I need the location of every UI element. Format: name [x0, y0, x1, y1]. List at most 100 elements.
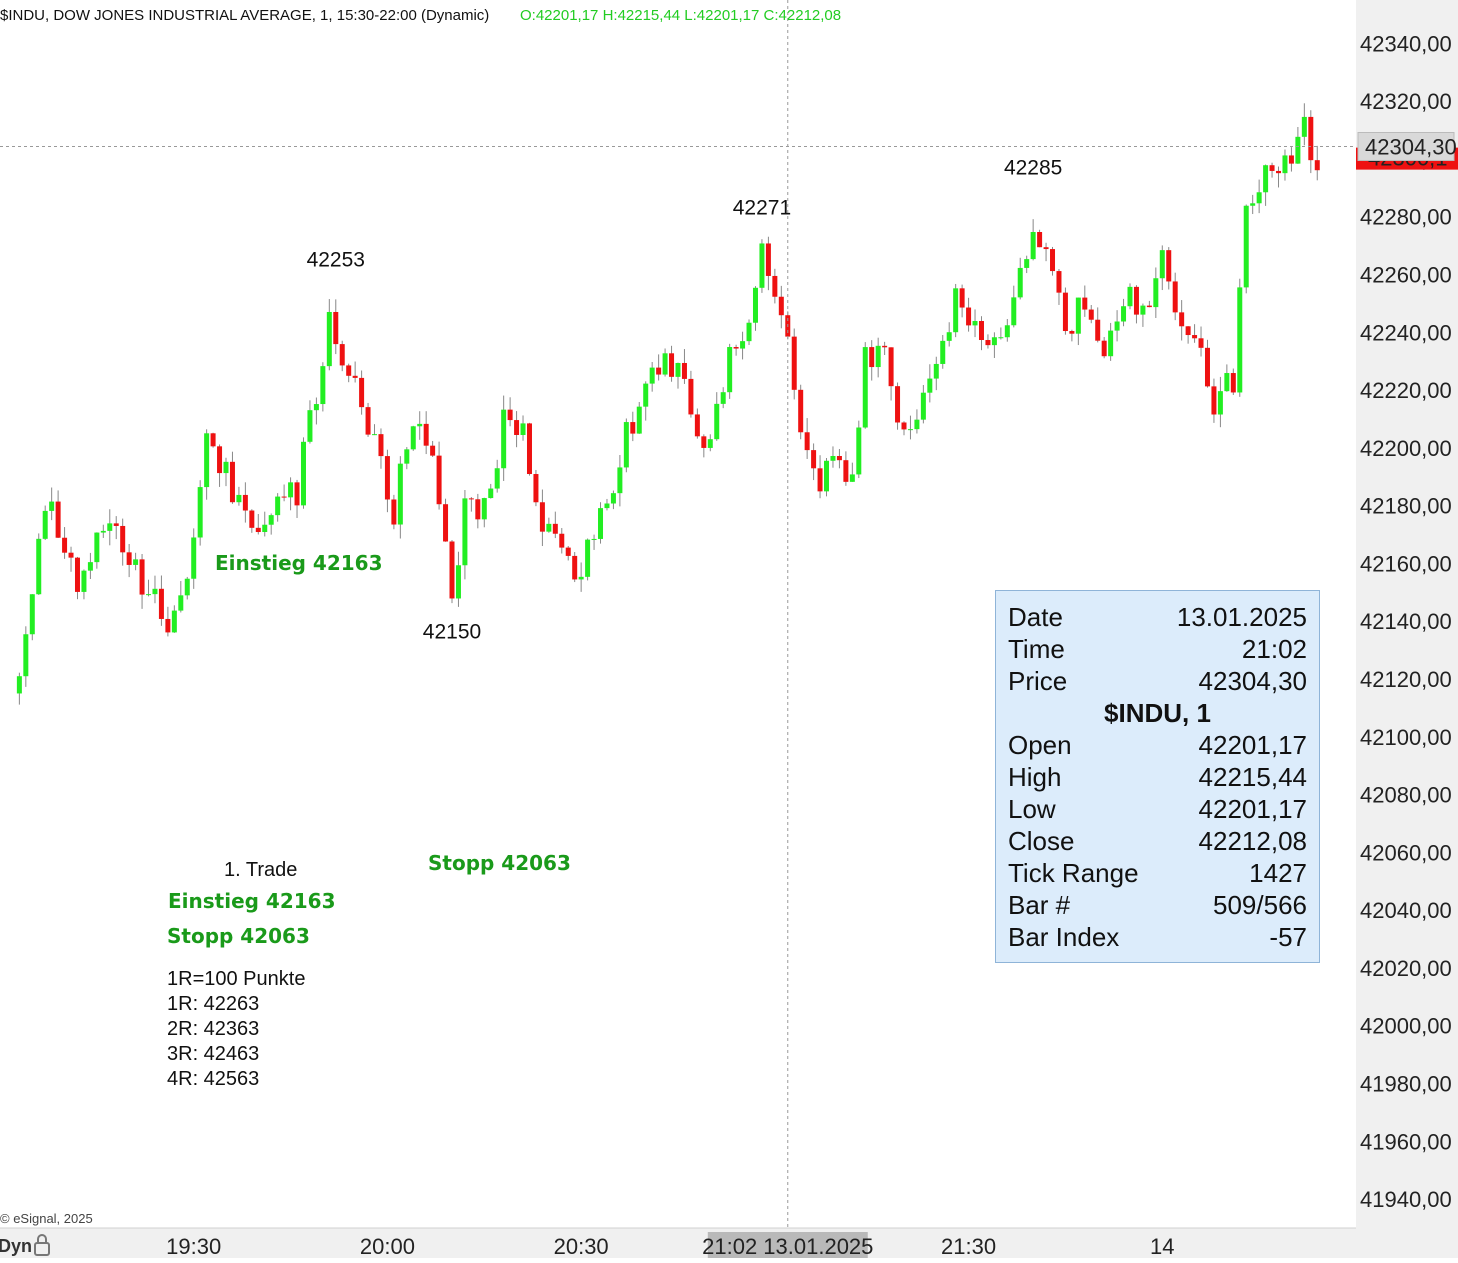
candle [236, 486, 242, 506]
candle [559, 528, 565, 554]
candle-body [1217, 391, 1223, 415]
candle-body [404, 449, 410, 464]
candle [817, 455, 823, 499]
candle-body [546, 523, 552, 532]
swing-label: 42271 [733, 197, 791, 220]
info-row-bar-number: Bar # 509/566 [1008, 889, 1307, 921]
candle [985, 334, 991, 349]
candle [359, 370, 365, 415]
candle-body [62, 537, 68, 553]
crosshair-price-background [1357, 131, 1455, 161]
candle-body [120, 525, 126, 553]
candle [1198, 326, 1204, 357]
candle-body [384, 456, 390, 500]
candle [630, 411, 636, 442]
candle [191, 528, 197, 589]
r-line: 1R=100 Punkte [167, 968, 305, 990]
candle-body [372, 434, 378, 436]
price-tick-label: 42120,00 [1360, 667, 1452, 692]
candle-body [798, 389, 804, 433]
candle-body [604, 503, 610, 509]
candle [1140, 303, 1146, 327]
price-tick-label: 41940,00 [1360, 1187, 1452, 1212]
candle-body [694, 414, 700, 437]
candle-body [126, 552, 132, 565]
candle-body [572, 555, 578, 580]
candle [178, 581, 184, 613]
candle [1056, 268, 1062, 305]
candles-layer [16, 103, 1320, 705]
candle-body [1230, 373, 1236, 393]
candle [501, 395, 507, 481]
candle-body [759, 243, 765, 288]
info-row-bar-index: Bar Index -57 [1008, 921, 1307, 953]
info-label: Date [1008, 602, 1063, 632]
candle [139, 553, 145, 609]
candle-body [824, 460, 830, 492]
candle-body [649, 367, 655, 384]
candle-body [740, 341, 746, 349]
candle-body [1314, 160, 1320, 171]
candle [255, 513, 261, 535]
price-tick-label: 42160,00 [1360, 551, 1452, 576]
candle-body [1095, 319, 1101, 341]
candle-body [262, 524, 268, 533]
candle-body [139, 559, 145, 595]
candle-body [662, 353, 668, 375]
candle [1256, 179, 1262, 214]
candle-body [746, 322, 752, 342]
candle [210, 432, 216, 448]
candle-body [882, 345, 888, 348]
candle-body [23, 634, 29, 677]
candle [391, 494, 397, 530]
candle-body [42, 510, 48, 539]
candle-body [152, 588, 158, 595]
candle-body [488, 488, 494, 499]
candle [1004, 319, 1010, 342]
candle [875, 337, 881, 378]
candle [23, 626, 29, 687]
candle [268, 513, 274, 535]
candle-body [1224, 373, 1230, 392]
info-label: Close [1008, 826, 1075, 856]
candle-body [423, 423, 429, 446]
candle-body [1017, 267, 1023, 298]
price-axis-background[interactable] [1356, 0, 1458, 1228]
candle-body [436, 455, 442, 505]
candle-body [449, 541, 455, 599]
candle [940, 334, 946, 369]
candle [333, 299, 339, 355]
candle-body [1198, 338, 1204, 348]
candle-body [1166, 250, 1172, 282]
candle [688, 370, 694, 418]
candle-body [927, 378, 933, 393]
candle-body [1185, 326, 1191, 336]
crosshair-price-tag: 42304,30 [1357, 131, 1457, 161]
candle [488, 483, 494, 499]
dyn-control[interactable]: Dyn [0, 1234, 50, 1256]
candle-body [249, 510, 255, 528]
candle [1269, 162, 1275, 178]
candle [133, 552, 139, 571]
price-tick-label: 42340,00 [1360, 31, 1452, 56]
candle-body [171, 610, 177, 633]
candle [946, 322, 952, 347]
info-label: Open [1008, 730, 1072, 760]
candle-body [907, 429, 913, 431]
candle [966, 297, 972, 332]
candle [1121, 298, 1127, 327]
candle-body [294, 482, 300, 506]
candle [1166, 247, 1172, 290]
info-label: Price [1008, 666, 1068, 696]
candle [16, 672, 22, 705]
candle-body [430, 445, 436, 456]
candle-body [1159, 250, 1165, 279]
candle-body [533, 474, 539, 503]
candle [604, 498, 610, 511]
candle [707, 434, 713, 452]
dyn-label[interactable]: Dyn [0, 1236, 32, 1256]
candle [1127, 283, 1133, 310]
stop-label-chart: Stopp 42063 [428, 851, 571, 875]
candle-body [720, 392, 726, 404]
lock-icon[interactable] [34, 1234, 50, 1256]
